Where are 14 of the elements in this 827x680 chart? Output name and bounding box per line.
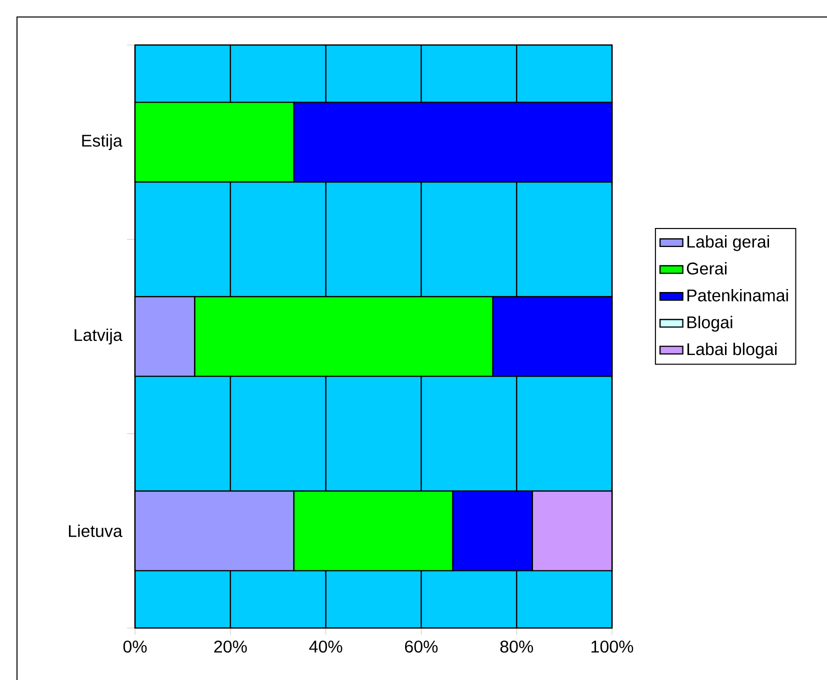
- x-tick-label: 20%: [214, 640, 247, 653]
- x-tick-label: 100%: [592, 640, 634, 653]
- x-tick-label: 40%: [309, 640, 342, 653]
- legend-label: Patenkinamai: [687, 288, 788, 302]
- legend-label: Gerai: [686, 262, 726, 275]
- x-tick-label: 0%: [123, 640, 147, 653]
- legend-label: Labai blogai: [687, 342, 777, 359]
- legend-label: Blogai: [687, 316, 732, 332]
- x-tick-label: 60%: [405, 640, 438, 653]
- x-tick-label: 80%: [500, 640, 534, 653]
- y-tick-label: Lietuva: [68, 524, 122, 538]
- y-tick-label: Latvija: [74, 328, 122, 344]
- y-tick-label: Estija: [82, 134, 122, 150]
- legend-label: Labai gerai: [687, 235, 770, 252]
